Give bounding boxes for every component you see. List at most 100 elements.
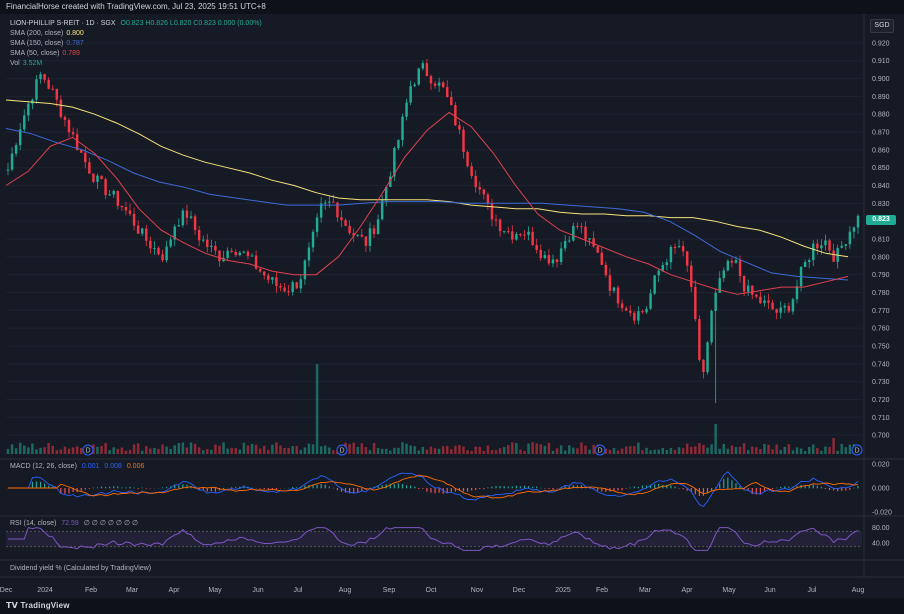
volume-bar — [368, 450, 372, 454]
candle-body — [116, 191, 120, 206]
volume-bar — [258, 448, 262, 454]
price-axis-label: 0.880 — [872, 112, 890, 119]
volume-bar — [775, 444, 778, 454]
candle-body — [214, 245, 217, 251]
macd-value-2: 0.008 — [104, 463, 122, 470]
volume-bar — [287, 447, 290, 454]
volume-bar — [324, 445, 327, 454]
candlesticks[interactable] — [6, 58, 860, 403]
price-axis-label: 0.890 — [872, 94, 890, 101]
volume-bar — [755, 447, 758, 454]
volume-bar — [267, 449, 270, 454]
macd-histogram-bar — [462, 488, 465, 492]
volume-bar — [767, 444, 770, 454]
sma200-legend[interactable]: SMA (200, close) 0.800 — [10, 29, 84, 38]
macd-histogram-bar — [471, 488, 473, 491]
candle-body — [584, 226, 587, 240]
volume-bar — [356, 446, 359, 454]
candle-body — [706, 342, 709, 373]
volume-bar — [446, 445, 449, 454]
volume-bar — [275, 442, 278, 454]
macd-value-1: 0.001 — [81, 463, 100, 470]
candle-body — [604, 264, 608, 276]
candle-body — [698, 319, 701, 360]
volume-bar — [177, 443, 181, 454]
candle-body — [181, 210, 185, 226]
macd-histogram-bar — [597, 488, 599, 491]
macd-histogram-bar — [324, 484, 326, 489]
dividend-legend[interactable]: Dividend yield % (Calculated by TradingV… — [10, 564, 151, 573]
macd-label: MACD (12, 26, close) — [10, 463, 77, 470]
macd-histogram-bar — [235, 486, 237, 489]
candle-body — [657, 270, 660, 276]
volume-bar — [498, 448, 502, 454]
volume-bar — [490, 450, 494, 454]
candle-body — [210, 245, 213, 248]
volume-bar — [698, 442, 701, 454]
dividend-marker — [851, 444, 863, 456]
volume-legend[interactable]: Vol 3.52M — [10, 59, 42, 68]
currency-tag[interactable]: SGD — [870, 19, 894, 33]
sma50-legend[interactable]: SMA (50, close) 0.789 — [10, 49, 80, 58]
candle-body — [409, 86, 412, 103]
candle-body — [429, 76, 433, 84]
macd-histogram-bar — [715, 487, 717, 489]
macd-signal-line — [8, 474, 859, 499]
volume-bar — [6, 448, 10, 454]
macd-histogram-bar — [381, 485, 383, 489]
sma150-legend[interactable]: SMA (150, close) 0.787 — [10, 39, 84, 48]
volume-bar — [746, 450, 750, 454]
candle-body — [360, 234, 364, 237]
volume-bar — [193, 443, 197, 454]
volume-bar — [185, 447, 189, 454]
candle-body — [535, 244, 538, 250]
volume-bar — [616, 450, 620, 454]
volume-bar — [824, 446, 827, 454]
macd-histogram-bar — [105, 487, 107, 489]
time-axis[interactable]: Dec 2024 Feb Mar Apr May Jun Jul Aug Sep Oct Nov Dec… — [0, 587, 864, 594]
macd-histogram-bar — [113, 486, 115, 489]
macd-histogram-bar — [845, 488, 847, 491]
rsi-legend[interactable]: RSI (14, close) 72.59 ∅ ∅ ∅ ∅ ∅ ∅ ∅ — [10, 519, 138, 528]
tradingview-logo[interactable]: 𝗧𝗩 TradingView — [6, 598, 70, 614]
price-chart[interactable]: 0.920 0.910 0.900 0.890 0.880 0.870 0.860 0.850… — [0, 14, 904, 598]
macd-histogram-bar — [426, 488, 428, 492]
price-axis[interactable]: 0.920 0.910 0.900 0.890 0.880 0.870 0.860 0.850… — [872, 40, 892, 547]
macd-histogram-bar — [857, 485, 859, 489]
candle-body — [124, 207, 128, 211]
volume-bar — [588, 449, 591, 454]
macd-histogram-bar — [121, 487, 123, 489]
candle-body — [596, 246, 599, 253]
candle-body — [153, 248, 156, 250]
macd-histogram-bar — [92, 487, 95, 489]
macd-histogram-bar — [572, 485, 574, 489]
candle-body — [543, 255, 547, 259]
macd-histogram-bar — [125, 487, 127, 489]
volume-bar — [572, 447, 575, 454]
candle-body — [592, 238, 595, 247]
candle-body — [779, 307, 782, 313]
macd-histogram-bar — [178, 485, 180, 489]
candle-body — [441, 82, 445, 88]
symbol-legend[interactable]: LION-PHILLIP S-REIT · 1D · SGX O0.823 H0… — [10, 19, 262, 28]
candle-body — [710, 310, 713, 343]
volume-bar — [271, 444, 274, 454]
sma150-label: SMA (150, close) — [10, 40, 64, 47]
chart-area[interactable]: 0.920 0.910 0.900 0.890 0.880 0.870 0.860 0.850… — [0, 14, 904, 598]
macd-histogram-bar — [784, 486, 786, 489]
candle-body — [742, 275, 746, 292]
macd-histogram-bar — [702, 488, 705, 496]
sma150-line — [5, 128, 849, 281]
macd-histogram-bar — [849, 488, 851, 490]
macd-histogram-bar — [487, 487, 489, 489]
candle-body — [840, 245, 843, 248]
volume-bar — [201, 450, 205, 454]
macd-histogram-bar — [414, 486, 416, 489]
macd-histogram-bar — [418, 488, 420, 490]
candle-body — [328, 201, 331, 203]
macd-legend[interactable]: MACD (12, 26, close) 0.001 0.008 0.006 — [10, 462, 144, 471]
candle-body — [547, 255, 551, 264]
candle-body — [450, 97, 453, 106]
sma200-line — [5, 99, 849, 258]
